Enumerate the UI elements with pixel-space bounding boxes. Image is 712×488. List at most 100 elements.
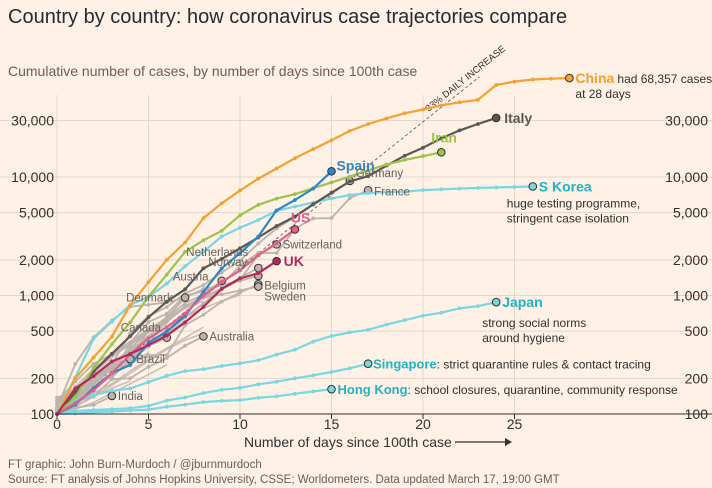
data-point-s-korea xyxy=(238,225,242,230)
data-point-singapore xyxy=(164,398,169,403)
data-point-hong-kong xyxy=(146,407,151,412)
x-tick-label: 25 xyxy=(507,416,523,432)
data-point-china xyxy=(128,303,133,307)
series-label-singapore: Singapore: strict quarantine rules & con… xyxy=(373,357,651,372)
end-marker-iran xyxy=(437,147,446,157)
series-note-japan-line2: around hygiene xyxy=(482,331,565,345)
data-point-spain xyxy=(128,363,133,367)
data-point-us xyxy=(274,241,279,245)
data-point-china xyxy=(201,216,206,220)
data-point-australia xyxy=(128,376,133,381)
data-point-iran xyxy=(73,395,78,399)
data-point-japan xyxy=(476,304,480,308)
data-point-uk xyxy=(91,374,96,378)
data-point-hong-kong xyxy=(73,411,78,416)
data-point-spain xyxy=(238,251,242,256)
data-point-iran xyxy=(256,202,261,207)
data-point-china xyxy=(347,128,352,133)
y-tick-label-left: 500 xyxy=(31,323,55,339)
series-note-s-korea-line2: stringent case isolation xyxy=(507,211,629,225)
x-tick-label: 20 xyxy=(415,416,431,432)
series-label-belgium: Belgium xyxy=(264,280,306,292)
data-point-s-korea xyxy=(164,281,169,286)
y-tick-label-left: 100 xyxy=(31,406,55,422)
data-point-netherlands xyxy=(55,399,59,404)
data-point-iran xyxy=(201,238,206,243)
series-singapore xyxy=(55,359,373,415)
data-point-japan xyxy=(457,306,462,311)
data-point-uk xyxy=(110,359,114,364)
data-point-uk xyxy=(183,320,188,325)
y-tick-label-left: 30,000 xyxy=(11,112,54,128)
series-label-australia: Australia xyxy=(209,331,254,343)
data-point-iran xyxy=(384,162,389,167)
data-point-italy xyxy=(402,153,407,158)
data-point-japan xyxy=(146,380,151,384)
end-marker-us xyxy=(290,225,300,234)
data-point-italy xyxy=(183,287,188,292)
data-point-austria xyxy=(164,315,169,320)
data-point-s-korea xyxy=(293,204,297,209)
data-point-italy xyxy=(146,315,151,320)
series-label-germany: Germany xyxy=(356,168,404,180)
data-point-iran xyxy=(110,342,114,347)
series-china xyxy=(55,73,574,416)
data-point-sweden xyxy=(183,304,188,308)
data-point-singapore xyxy=(238,386,242,390)
data-point-us xyxy=(146,336,151,341)
data-point-sweden xyxy=(55,395,59,400)
data-point-s-korea xyxy=(512,185,517,189)
data-point-china xyxy=(164,257,169,262)
data-point-iran xyxy=(366,168,370,173)
data-point-belgium xyxy=(183,323,188,328)
data-point-singapore xyxy=(146,404,151,408)
series-label-canada: Canada xyxy=(121,323,162,335)
data-point-hong-kong xyxy=(91,410,96,414)
end-marker-japan xyxy=(491,297,501,307)
x-tick-label: 10 xyxy=(232,416,248,432)
data-point-belgium xyxy=(201,312,206,317)
data-point-germany xyxy=(164,305,169,309)
data-point-india xyxy=(73,405,78,410)
data-point-s-korea xyxy=(402,189,407,194)
data-point-japan xyxy=(128,386,133,391)
data-point-us xyxy=(256,253,261,258)
data-point-norway xyxy=(128,340,133,345)
series-label-switzerland: Switzerland xyxy=(283,239,342,251)
end-marker-australia xyxy=(199,332,208,341)
data-point-hong-kong xyxy=(201,400,206,405)
data-point-canada xyxy=(91,383,96,387)
data-point-france xyxy=(347,196,352,201)
data-point-us xyxy=(238,268,242,273)
data-point-s-korea xyxy=(384,190,389,194)
series-label-sweden: Sweden xyxy=(264,292,306,304)
data-point-china xyxy=(512,79,517,84)
data-point-singapore xyxy=(293,376,297,381)
data-point-s-korea xyxy=(219,234,224,239)
data-point-us xyxy=(201,293,206,298)
data-point-switzerland xyxy=(201,301,206,306)
end-marker-singapore xyxy=(363,359,373,368)
data-point-belgium xyxy=(219,299,224,304)
data-point-italy xyxy=(311,202,316,207)
data-point-hong-kong xyxy=(311,389,316,394)
data-point-sweden xyxy=(219,292,224,297)
end-marker-hong-kong xyxy=(327,384,336,394)
y-tick-label-right: 1,000 xyxy=(673,288,708,304)
data-point-france xyxy=(238,263,242,268)
data-point-italy xyxy=(293,214,297,219)
data-point-singapore xyxy=(329,370,334,374)
data-point-japan xyxy=(201,367,206,372)
data-point-france xyxy=(274,251,279,255)
data-point-sweden xyxy=(128,346,133,351)
data-point-japan xyxy=(110,388,114,393)
data-point-italy xyxy=(439,136,444,141)
series-note-hong-kong: : school closures, quarantine, community… xyxy=(408,383,678,397)
data-point-china xyxy=(457,100,462,105)
data-point-australia xyxy=(183,343,188,348)
series-label-italy: Italy xyxy=(504,110,532,126)
series-label-hong-kong: Hong Kong: school closures, quarantine, … xyxy=(338,382,679,397)
y-tick-label-left: 200 xyxy=(31,370,55,386)
data-point-iran xyxy=(219,228,224,233)
data-point-uk xyxy=(256,271,261,276)
